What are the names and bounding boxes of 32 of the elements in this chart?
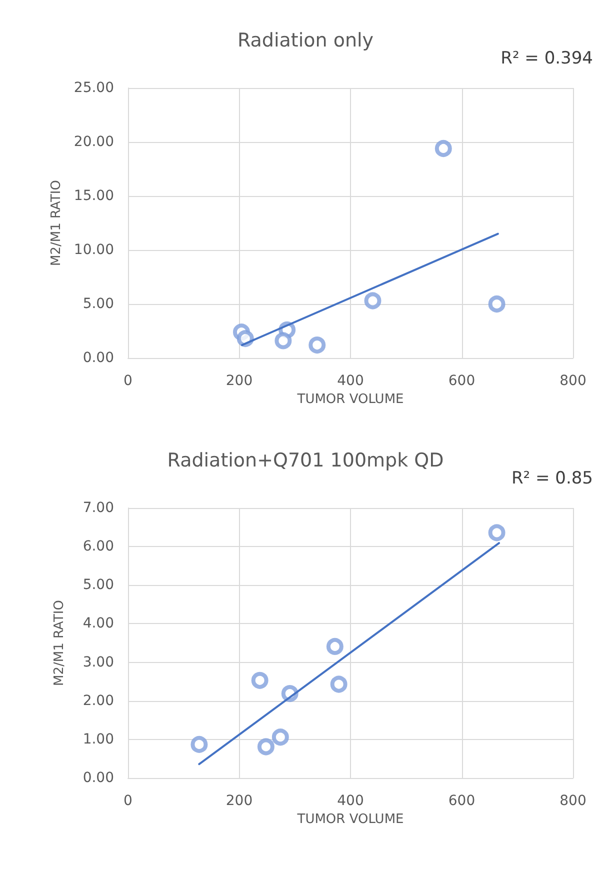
x-tick-label: 400 [337, 373, 364, 389]
y-tick-label: 20.00 [74, 134, 114, 150]
y-axis-title: M2/M1 RATIO [49, 180, 64, 266]
y-tick-label: 5.00 [82, 296, 114, 312]
x-tick-label: 200 [226, 373, 253, 389]
y-tick-label: 0.00 [82, 350, 114, 366]
x-tick-label: 600 [448, 373, 476, 389]
x-tick-label: 0 [124, 373, 132, 389]
x-axis-title: TUMOR VOLUME [296, 392, 404, 407]
x-axis-title: TUMOR VOLUME [296, 812, 404, 827]
y-tick-label: 25.00 [74, 80, 114, 96]
x-tick-label: 400 [337, 793, 364, 809]
x-tick-label: 600 [448, 793, 476, 809]
chart-title: Radiation only [237, 30, 374, 52]
y-tick-label: 15.00 [74, 188, 114, 204]
chart-title: Radiation+Q701 100mpk QD [167, 450, 444, 472]
text: R² = 0.85 [511, 468, 593, 488]
y-tick-label: 10.00 [74, 242, 114, 258]
text: R² = 0.394 [500, 48, 594, 68]
y-tick-label: 3.00 [82, 654, 114, 670]
x-tick-label: 0 [124, 793, 132, 809]
x-tick-label: 800 [560, 373, 586, 389]
y-tick-label: 2.00 [82, 692, 114, 709]
y-tick-label: 4.00 [82, 616, 114, 632]
y-tick-label: 0.00 [82, 770, 114, 786]
y-axis-title: M2/M1 RATIO [52, 600, 67, 686]
y-tick-label: 5.00 [82, 577, 114, 594]
x-tick-label: 800 [560, 793, 586, 809]
y-tick-label: 7.00 [82, 500, 114, 516]
x-tick-label: 200 [226, 793, 253, 809]
y-tick-label: 6.00 [82, 538, 114, 555]
y-tick-label: 1.00 [82, 731, 114, 748]
